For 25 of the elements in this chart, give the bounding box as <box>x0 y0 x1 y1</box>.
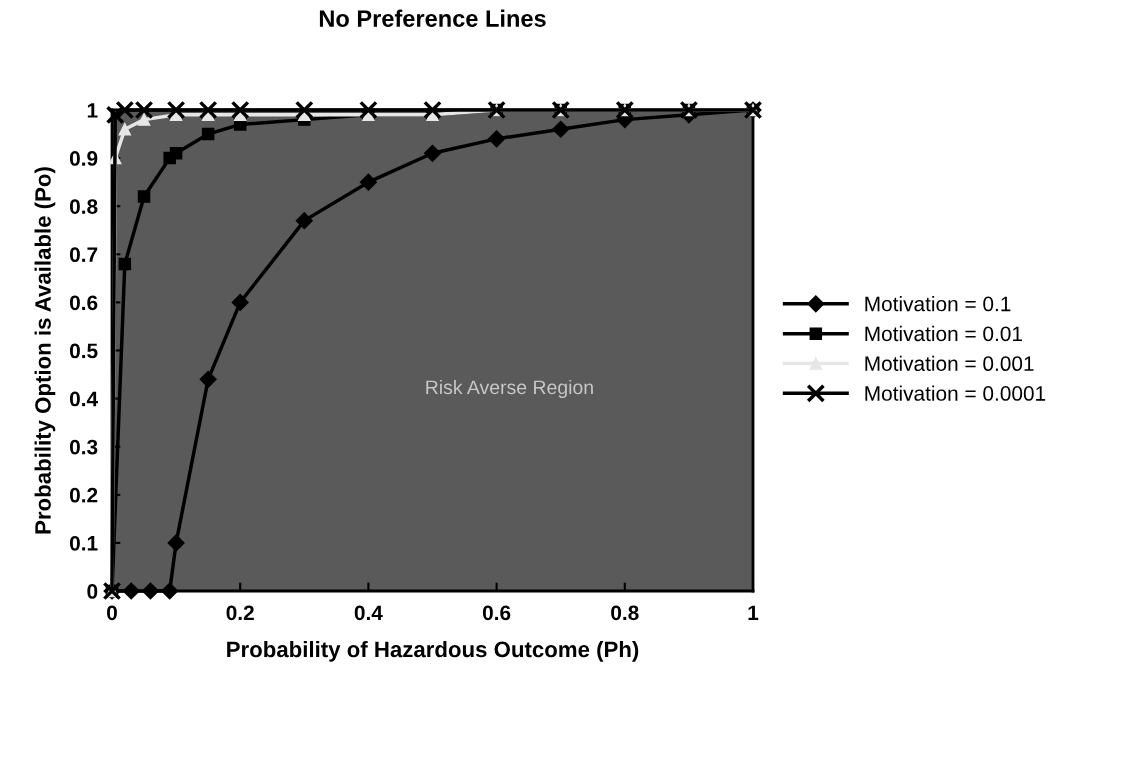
x-tick-label: 0.4 <box>354 605 383 621</box>
y-tick-label: 0.8 <box>69 199 98 214</box>
annotation: Risk Averse Region <box>426 379 593 399</box>
y-axis-title: Probability Option is Available (Po) <box>34 167 56 534</box>
x-tick-label: 0.6 <box>482 605 511 621</box>
legend-label: Motivation = 0.0001 <box>865 385 1046 401</box>
x-tick-label: 1 <box>748 605 759 620</box>
x-tick-label: 0.2 <box>226 605 254 621</box>
legend-label: Motivation = 0.001 <box>865 355 1034 372</box>
x-tick-label: 0.8 <box>611 605 639 621</box>
legend-label: Motivation = 0.01 <box>865 325 1022 342</box>
chart-title: No Preference Lines <box>319 9 546 27</box>
y-tick-label: 0.1 <box>69 535 98 551</box>
x-axis-title: Probability of Hazardous Outcome (Ph) <box>227 640 639 662</box>
y-tick-label: 0.2 <box>69 487 98 503</box>
y-tick-label: 0.6 <box>69 295 98 311</box>
x-tick-label: 0 <box>107 605 117 621</box>
y-tick-label: 0.9 <box>69 151 98 166</box>
y-tick-label: 1 <box>87 103 98 118</box>
y-tick-label: 0.3 <box>69 439 98 455</box>
y-tick-label: 0.7 <box>69 247 98 263</box>
legend-label: Motivation = 0.1 <box>865 296 1011 312</box>
y-tick-label: 0.4 <box>69 391 98 407</box>
y-tick-label: 0 <box>87 584 98 599</box>
y-tick-label: 0.5 <box>69 343 98 359</box>
